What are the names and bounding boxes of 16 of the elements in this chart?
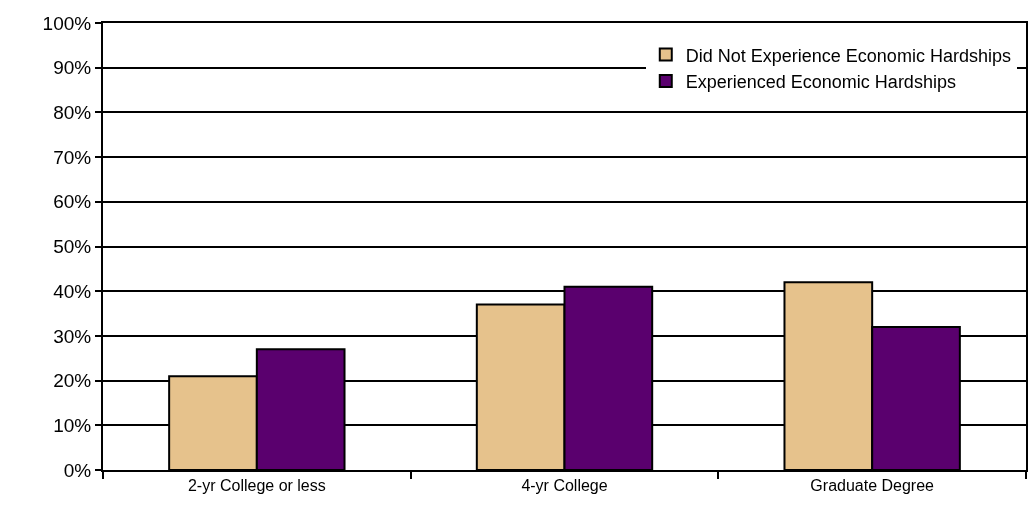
y-tick-label: 30% — [53, 325, 92, 347]
x-tick-label: Graduate Degree — [810, 477, 935, 495]
y-tick-label: 90% — [53, 57, 92, 79]
legend-label: Experienced Economic Hardships — [685, 72, 956, 93]
x-tick-label: 2-yr College or less — [187, 477, 326, 495]
y-tick-label: 70% — [53, 146, 92, 168]
y-tick-label: 40% — [53, 280, 92, 302]
y-tick-label: 100% — [42, 12, 92, 34]
y-tick-label: 10% — [53, 414, 92, 436]
y-tick-label: 50% — [53, 236, 92, 258]
y-tick-label: 60% — [53, 191, 92, 213]
y-tick-label: 20% — [53, 370, 92, 392]
y-tick-label: 80% — [53, 102, 92, 124]
legend-label: Did Not Experience Economic Hardships — [685, 45, 1011, 66]
y-tick-label: 0% — [63, 459, 92, 481]
x-tick-label: 4-yr College — [521, 477, 608, 495]
